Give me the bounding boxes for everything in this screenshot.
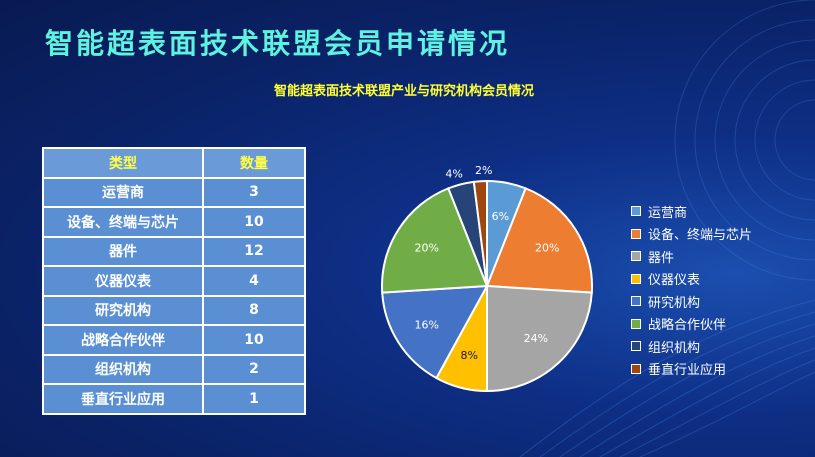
legend-item: 设备、终端与芯片 xyxy=(631,223,752,246)
legend-label: 垂直行业应用 xyxy=(648,363,727,379)
legend-label: 设备、终端与芯片 xyxy=(648,228,753,244)
legend-item: 战略合作伙伴 xyxy=(631,313,752,336)
pie-slice-8 xyxy=(472,179,488,287)
table-row: 组织机构 2 xyxy=(42,353,306,385)
table-row: 器件 12 xyxy=(42,235,306,267)
legend-item: 运营商 xyxy=(631,200,752,223)
table-cell-count: 8 xyxy=(202,294,306,326)
legend-item: 研究机构 xyxy=(631,290,752,313)
table-cell-type: 仪器仪表 xyxy=(42,265,204,297)
table-row: 运营商 3 xyxy=(42,176,306,208)
legend-swatch xyxy=(631,296,641,307)
legend-label: 研究机构 xyxy=(648,295,701,311)
table-cell-count: 10 xyxy=(202,206,306,238)
table-cell-type: 战略合作伙伴 xyxy=(42,324,204,356)
legend-swatch xyxy=(631,363,641,374)
pie-label-6: 20% xyxy=(414,242,438,255)
legend-label: 战略合作伙伴 xyxy=(648,318,727,334)
member-table: 类型 数量 运营商 3 设备、终端与芯片 10 器件 12 仪器仪表 4 研究机… xyxy=(42,147,306,415)
pie-label-8: 2% xyxy=(475,164,492,177)
legend-swatch xyxy=(631,251,641,262)
legend-label: 组织机构 xyxy=(648,340,701,356)
legend-swatch xyxy=(631,228,641,239)
pie-label-1: 6% xyxy=(492,210,509,223)
table-row: 仪器仪表 4 xyxy=(42,265,306,297)
table-cell-count: 12 xyxy=(202,235,306,267)
pie-label-7: 4% xyxy=(445,168,462,181)
pie-slice-3 xyxy=(486,284,593,393)
table-cell-count: 4 xyxy=(202,265,306,297)
pie-slice-5 xyxy=(381,284,489,380)
chart-title: 智能超表面技术联盟产业与研究机构会员情况 xyxy=(274,84,535,99)
table-row: 设备、终端与芯片 10 xyxy=(42,206,306,238)
table-cell-count: 1 xyxy=(202,383,306,415)
pie-slice-6 xyxy=(381,187,489,294)
table-cell-count: 10 xyxy=(202,324,306,356)
pie-label-5: 16% xyxy=(414,318,438,331)
legend-item: 垂直行业应用 xyxy=(631,358,752,381)
chart-legend: 运营商 设备、终端与芯片 器件 仪器仪表 研究机构 战略合作伙伴 组织机构 垂直… xyxy=(631,200,752,380)
legend-item: 仪器仪表 xyxy=(631,268,752,291)
table-cell-type: 设备、终端与芯片 xyxy=(42,206,204,238)
legend-label: 运营商 xyxy=(648,205,688,221)
table-row: 垂直行业应用 1 xyxy=(42,383,306,415)
table-header-row: 类型 数量 xyxy=(42,147,306,179)
legend-swatch xyxy=(631,341,641,352)
table-header-count: 数量 xyxy=(202,147,306,179)
legend-swatch xyxy=(631,273,641,284)
page-title: 智能超表面技术联盟会员申请情况 xyxy=(45,27,511,60)
legend-swatch xyxy=(631,318,641,329)
legend-label: 仪器仪表 xyxy=(648,273,701,289)
table-header-type: 类型 xyxy=(42,147,204,179)
legend-label: 器件 xyxy=(648,250,675,266)
pie-label-3: 24% xyxy=(524,332,548,345)
pie-label-2: 20% xyxy=(535,242,559,255)
table-row: 研究机构 8 xyxy=(42,294,306,326)
pie-slice-2 xyxy=(485,187,593,294)
table-cell-count: 3 xyxy=(202,176,306,208)
table-row: 战略合作伙伴 10 xyxy=(42,324,306,356)
pie-label-4: 8% xyxy=(461,349,478,362)
table-cell-type: 垂直行业应用 xyxy=(42,383,204,415)
legend-item: 组织机构 xyxy=(631,335,752,358)
table-cell-type: 运营商 xyxy=(42,176,204,208)
legend-swatch xyxy=(631,206,641,217)
table-cell-type: 研究机构 xyxy=(42,294,204,326)
legend-item: 器件 xyxy=(631,245,752,268)
